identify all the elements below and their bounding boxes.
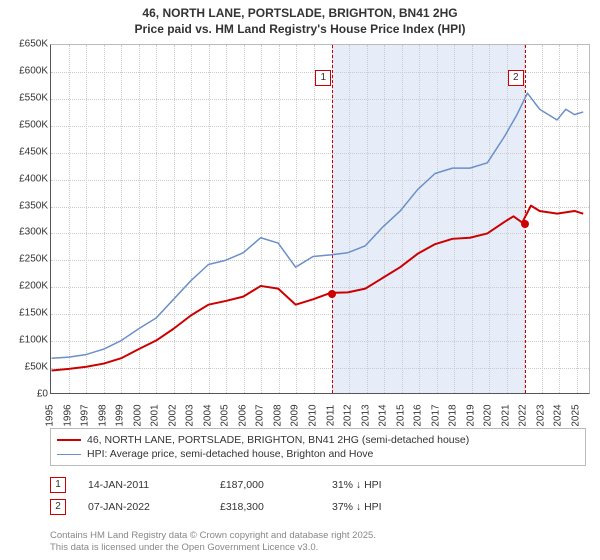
x-tick-label: 2004	[202, 401, 213, 431]
x-tick-label: 2016	[413, 401, 424, 431]
legend-row: HPI: Average price, semi-detached house,…	[57, 447, 579, 461]
footer-line2: This data is licensed under the Open Gov…	[50, 542, 376, 554]
chart-lines-svg	[51, 45, 589, 393]
y-tick-label: £400K	[2, 173, 48, 184]
y-tick-label: £200K	[2, 281, 48, 292]
event-row-number: 2	[50, 499, 66, 515]
x-tick-label: 2014	[378, 401, 389, 431]
x-tick-label: 2015	[395, 401, 406, 431]
x-tick-label: 2006	[237, 401, 248, 431]
event-row-number: 1	[50, 477, 66, 493]
y-tick-label: £0	[2, 389, 48, 400]
event-row-price: £187,000	[220, 479, 310, 491]
y-tick-label: £550K	[2, 92, 48, 103]
chart-plot-area: 12	[50, 44, 590, 394]
x-tick-label: 2000	[132, 401, 143, 431]
y-tick-label: £600K	[2, 65, 48, 76]
legend-swatch	[57, 454, 81, 455]
legend-label: HPI: Average price, semi-detached house,…	[87, 448, 373, 460]
footer-attribution: Contains HM Land Registry data © Crown c…	[50, 530, 376, 554]
x-tick-label: 1999	[115, 401, 126, 431]
x-tick-label: 2018	[448, 401, 459, 431]
y-tick-label: £150K	[2, 308, 48, 319]
x-tick-label: 2024	[553, 401, 564, 431]
legend-label: 46, NORTH LANE, PORTSLADE, BRIGHTON, BN4…	[87, 434, 469, 446]
event-row-price: £318,300	[220, 501, 310, 513]
chart-title-line2: Price paid vs. HM Land Registry's House …	[0, 22, 600, 36]
legend-box: 46, NORTH LANE, PORTSLADE, BRIGHTON, BN4…	[50, 428, 586, 466]
x-tick-label: 2022	[518, 401, 529, 431]
y-tick-label: £500K	[2, 119, 48, 130]
x-tick-label: 2010	[307, 401, 318, 431]
y-tick-label: £50K	[2, 362, 48, 373]
event-row: 1 14-JAN-2011 £187,000 31% ↓ HPI	[50, 474, 586, 496]
x-tick-label: 2021	[500, 401, 511, 431]
legend-swatch	[57, 439, 81, 441]
x-tick-label: 2007	[255, 401, 266, 431]
event-row: 2 07-JAN-2022 £318,300 37% ↓ HPI	[50, 496, 586, 518]
y-tick-label: £450K	[2, 146, 48, 157]
footer-line1: Contains HM Land Registry data © Crown c…	[50, 530, 376, 542]
price-point-marker	[328, 290, 336, 298]
event-row-date: 14-JAN-2011	[88, 479, 198, 491]
x-tick-label: 2017	[430, 401, 441, 431]
x-tick-label: 2023	[535, 401, 546, 431]
price-point-marker	[521, 220, 529, 228]
chart-title-line1: 46, NORTH LANE, PORTSLADE, BRIGHTON, BN4…	[0, 0, 600, 22]
events-table: 1 14-JAN-2011 £187,000 31% ↓ HPI 2 07-JAN-202…	[50, 474, 586, 518]
y-tick-label: £650K	[2, 39, 48, 50]
x-tick-label: 1995	[45, 401, 56, 431]
x-tick-label: 2013	[360, 401, 371, 431]
x-tick-label: 2002	[167, 401, 178, 431]
event-row-delta: 31% ↓ HPI	[332, 479, 452, 491]
x-tick-label: 2001	[150, 401, 161, 431]
x-tick-label: 2008	[272, 401, 283, 431]
y-tick-label: £250K	[2, 254, 48, 265]
series-hpi	[52, 93, 584, 358]
x-tick-label: 2003	[185, 401, 196, 431]
x-tick-label: 1998	[97, 401, 108, 431]
x-tick-label: 2019	[465, 401, 476, 431]
legend-row: 46, NORTH LANE, PORTSLADE, BRIGHTON, BN4…	[57, 433, 579, 447]
x-tick-label: 2009	[290, 401, 301, 431]
x-tick-label: 2011	[325, 401, 336, 431]
event-row-delta: 37% ↓ HPI	[332, 501, 452, 513]
x-tick-label: 2005	[220, 401, 231, 431]
event-row-date: 07-JAN-2022	[88, 501, 198, 513]
x-tick-label: 2025	[570, 401, 581, 431]
series-price_paid	[52, 206, 584, 371]
x-tick-label: 1996	[62, 401, 73, 431]
y-tick-label: £100K	[2, 335, 48, 346]
x-tick-label: 2012	[343, 401, 354, 431]
y-tick-label: £300K	[2, 227, 48, 238]
x-tick-label: 1997	[80, 401, 91, 431]
y-tick-label: £350K	[2, 200, 48, 211]
x-tick-label: 2020	[483, 401, 494, 431]
